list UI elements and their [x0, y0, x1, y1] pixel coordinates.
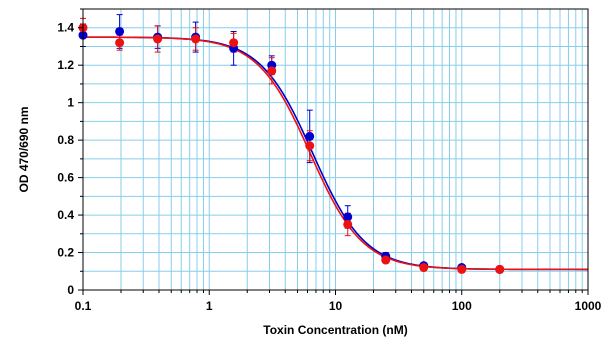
x-tick-label: 1	[206, 299, 213, 313]
data-points	[78, 23, 505, 274]
y-tick-label: 0.6	[57, 171, 74, 185]
data-point-series-2	[191, 34, 201, 44]
data-point-series-2	[381, 255, 391, 265]
data-point-series-2	[229, 38, 239, 48]
x-tick-label: 100	[452, 299, 472, 313]
data-point-series-1	[115, 26, 125, 36]
y-tick-label: 1.2	[57, 58, 74, 72]
data-point-series-1	[343, 212, 353, 222]
x-tick-label: 0.1	[75, 299, 92, 313]
x-tick-label: 1000	[575, 299, 602, 313]
data-point-series-2	[419, 263, 429, 273]
y-axis-label: OD 470/690 nm	[17, 106, 31, 192]
y-tick-label: 1	[67, 96, 74, 110]
data-point-series-2	[267, 66, 277, 76]
y-tick-label: 0.2	[57, 246, 74, 260]
tick-labels: 0.1 1 10 100 1000 0 0.2 0.4 0.6 0.8 1 1.2 1.4	[57, 21, 601, 313]
data-point-series-2	[305, 141, 315, 151]
axis-ticks	[78, 8, 589, 295]
y-tick-label: 0.8	[57, 133, 74, 147]
grid-lines	[83, 9, 588, 290]
data-point-series-1	[305, 131, 315, 141]
y-tick-label: 1.4	[57, 21, 74, 35]
data-point-series-2	[495, 264, 505, 274]
y-tick-label: 0.4	[57, 208, 74, 222]
data-point-series-2	[153, 34, 163, 44]
y-tick-label: 0	[67, 283, 74, 297]
x-tick-label: 10	[329, 299, 343, 313]
data-point-series-2	[457, 264, 467, 274]
data-point-series-2	[343, 219, 353, 229]
data-point-series-2	[115, 38, 125, 48]
x-axis-label: Toxin Concentration (nM)	[263, 323, 407, 337]
